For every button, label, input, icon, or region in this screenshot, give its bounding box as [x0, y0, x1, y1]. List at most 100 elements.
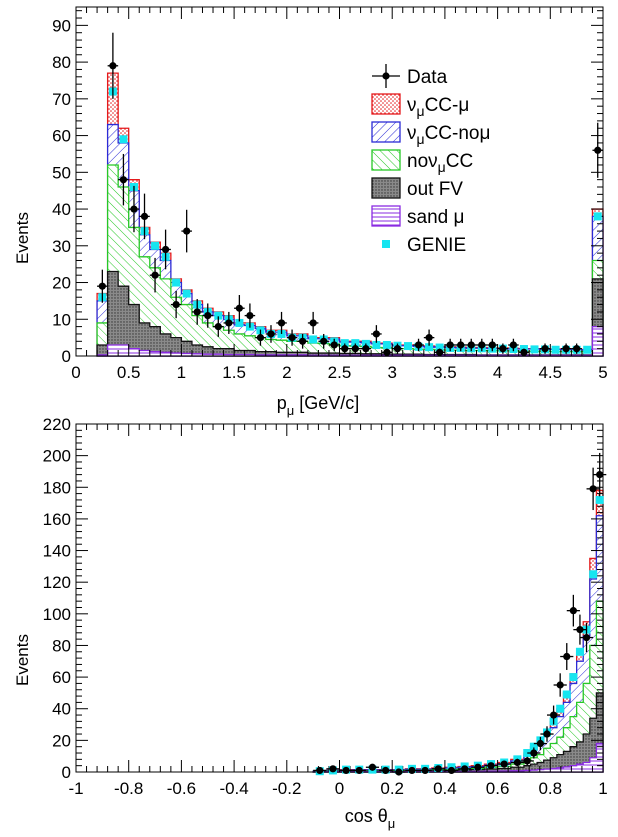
legend-marker-out_fv	[371, 177, 401, 199]
legend-label-numu_cc_mu: νμCC-μ	[407, 95, 469, 119]
data-point	[330, 341, 338, 349]
data-point	[556, 681, 564, 689]
x-tick-label: 1	[177, 363, 186, 382]
y-tick-label: 90	[52, 16, 71, 35]
legend-label-no_numu_cc: noνμCC	[407, 151, 473, 175]
data-point	[368, 763, 377, 771]
genie-point	[351, 339, 360, 348]
hist-no_numu_cc	[96, 164, 604, 357]
data-point	[140, 212, 149, 220]
data-point	[204, 311, 212, 320]
data-point	[225, 319, 233, 327]
genie-point	[589, 570, 598, 579]
x-tick-label: -0.8	[114, 779, 143, 798]
x-tick-label: 5	[598, 363, 607, 382]
y-tick-label: 20	[52, 274, 71, 293]
data-point	[434, 765, 442, 773]
data-point	[549, 711, 558, 719]
legend-label-genie: GENIE	[407, 235, 466, 256]
legend-marker-genie	[382, 240, 390, 248]
data-point	[520, 348, 528, 356]
genie-point	[235, 318, 244, 327]
x-axis-label: pμ [GeV/c]	[277, 393, 360, 418]
legend-label-data: Data	[407, 67, 448, 88]
data-point	[299, 337, 307, 345]
genie-point	[214, 311, 223, 320]
plot-frame	[75, 423, 604, 773]
y-tick-label: 70	[52, 90, 71, 109]
data-point	[193, 308, 201, 316]
x-tick-label: 3.5	[433, 363, 457, 382]
data-point	[543, 730, 551, 738]
y-axis-label: Events	[13, 634, 32, 686]
legend: Data νμCC-μ νμCC-noμ noνμCC out FV sand μ GENI…	[371, 64, 490, 256]
panel-1: 0 10 20 30 40 50 60 70 80 90 0 0.5 1 1.5 2 2.5 3 3.5 4 4.5 5…	[13, 6, 608, 418]
data-point	[172, 300, 180, 309]
data-point	[436, 348, 444, 356]
x-tick-label: 2.5	[328, 363, 352, 382]
legend-label-numu_cc_nomu: νμCC-noμ	[407, 123, 490, 147]
data-point	[563, 652, 571, 661]
data-point	[421, 766, 429, 775]
data-point	[425, 334, 433, 342]
x-tick-label: 0.5	[117, 363, 141, 382]
data-point	[342, 766, 350, 775]
data-point	[161, 245, 170, 254]
y-tick-label: 40	[52, 200, 71, 219]
data-point	[246, 311, 254, 320]
data-point	[541, 345, 549, 353]
data-point	[235, 304, 243, 312]
x-tick-label: -1	[68, 779, 83, 798]
data-point	[467, 341, 475, 349]
genie-point	[569, 673, 578, 682]
genie-point	[595, 495, 604, 504]
data-point	[341, 345, 349, 353]
data-point	[383, 348, 391, 356]
data-point	[523, 757, 531, 765]
y-axis-label: Events	[13, 212, 32, 264]
x-tick-label: 0	[335, 779, 344, 798]
data-point	[487, 762, 495, 770]
data-point	[151, 271, 159, 279]
genie-point	[562, 690, 571, 699]
x-axis-label: cos θμ	[345, 806, 396, 831]
genie-point	[372, 340, 381, 349]
data-point	[589, 485, 597, 493]
genie-point	[575, 647, 584, 656]
data-point	[499, 345, 507, 353]
legend-marker-numu_cc_mu	[371, 93, 401, 115]
hist-numu_cc_nomu	[312, 515, 604, 773]
y-tick-label: 30	[52, 237, 71, 256]
genie-point	[182, 289, 191, 298]
data-point	[256, 334, 265, 342]
genie-point	[529, 742, 538, 751]
y-tick-label: 80	[52, 53, 71, 72]
data-point	[446, 341, 454, 349]
data-point	[478, 341, 486, 349]
genie-point	[593, 212, 602, 221]
y-tick-label: 50	[52, 163, 71, 182]
data-point	[509, 341, 518, 349]
x-tick-label: 0.4	[433, 779, 457, 798]
y-tick-label: 160	[43, 510, 71, 529]
legend-label-out_fv: out FV	[407, 179, 463, 200]
genie-point	[551, 345, 560, 354]
y-tick-label: 20	[52, 731, 71, 750]
data-point	[393, 345, 402, 353]
data-point	[183, 227, 191, 235]
data-point	[582, 633, 591, 642]
genie-point	[435, 343, 444, 352]
data-point	[474, 763, 482, 771]
data-point	[98, 282, 106, 290]
legend-label-sand_mu: sand μ	[407, 207, 464, 228]
data-point	[351, 345, 359, 353]
data-point	[267, 330, 275, 338]
data-point	[408, 766, 416, 775]
panel-2: 0 20 40 60 80 100 120 140 160 180 200 220 -1 -0.8 -0.6…	[13, 415, 608, 831]
x-tick-label: 0.6	[486, 779, 510, 798]
y-tick-label: 220	[43, 415, 71, 434]
data-point	[277, 319, 286, 327]
data-point	[119, 176, 128, 184]
